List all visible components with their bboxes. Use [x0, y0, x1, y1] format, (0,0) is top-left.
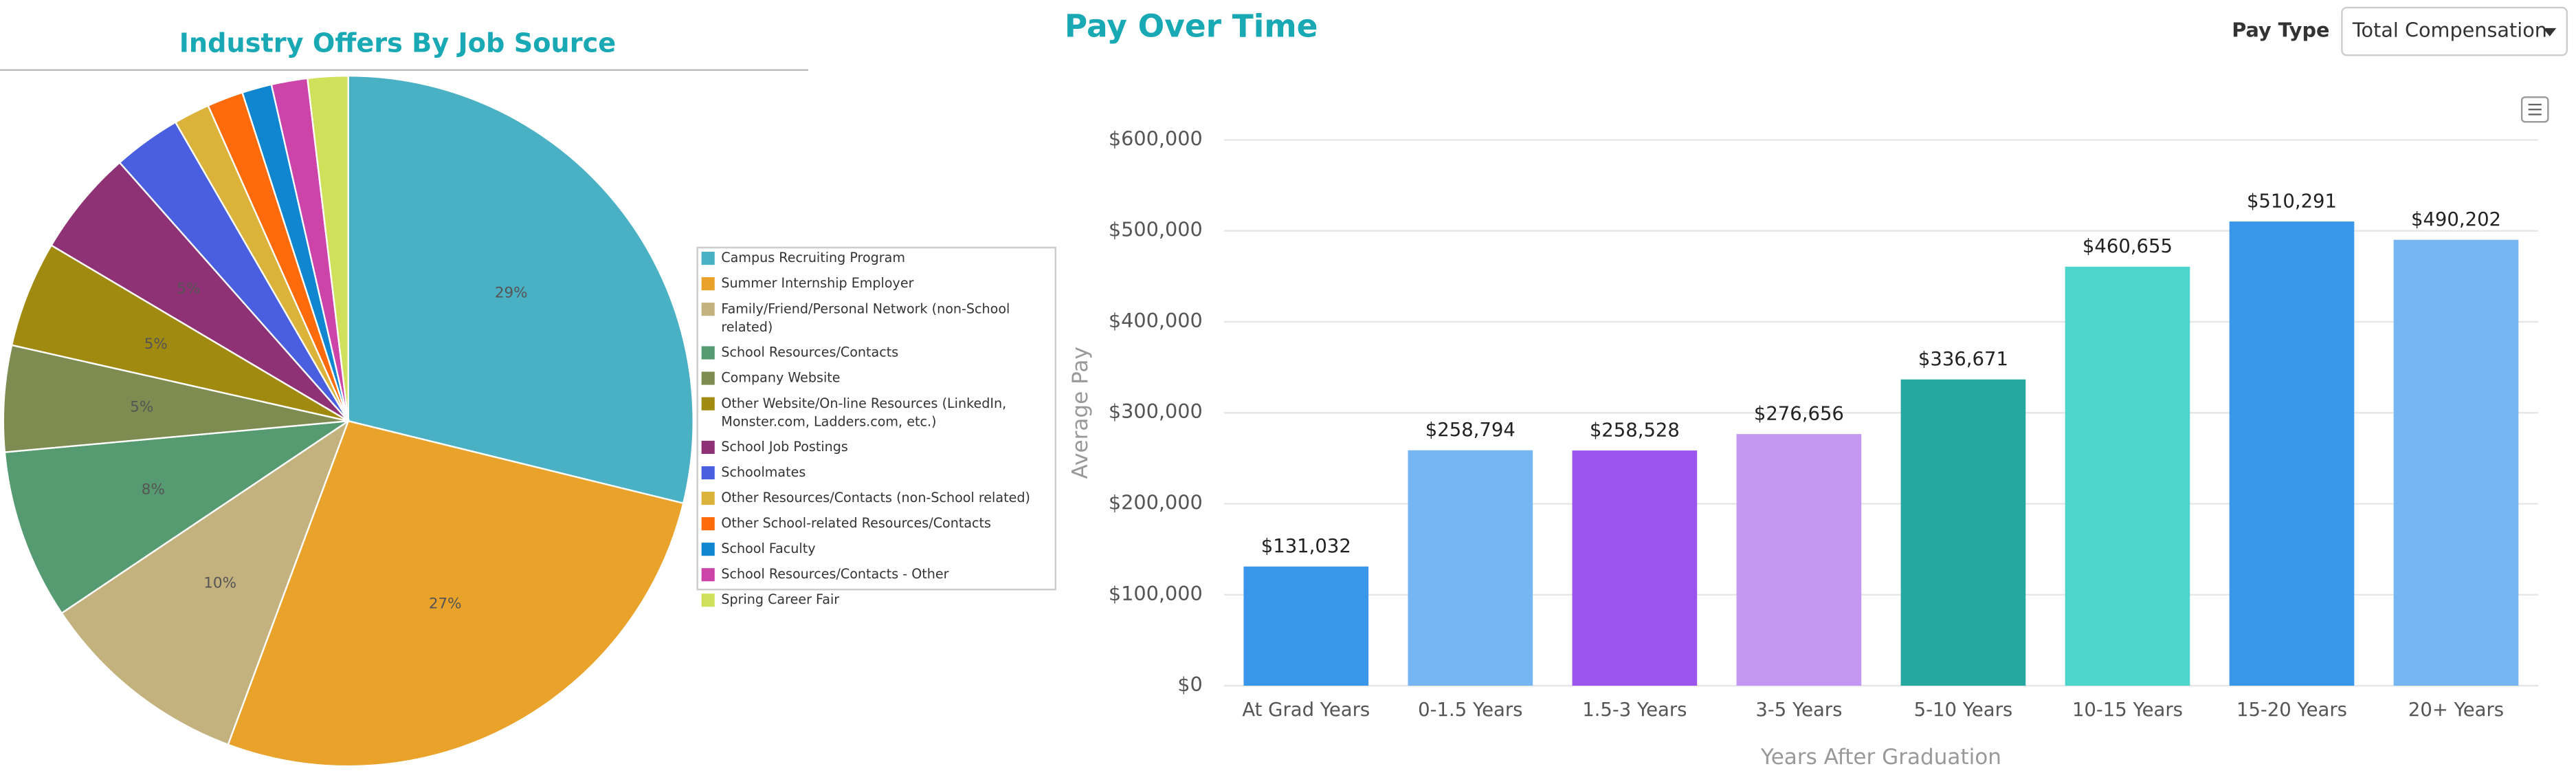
legend-label: Company Website — [721, 370, 840, 386]
slice-label: 27% — [429, 595, 462, 612]
legend-swatch — [701, 543, 715, 556]
x-tick-label: 10-15 Years — [2072, 699, 2183, 721]
legend-swatch — [701, 303, 715, 316]
legend-label: Spring Career Fair — [721, 591, 839, 607]
x-tick-label: At Grad Years — [1242, 699, 1370, 721]
legend-label: School Job Postings — [721, 439, 848, 455]
bar — [1900, 379, 2026, 686]
legend-swatch — [701, 517, 715, 531]
slice-label: 29% — [495, 284, 528, 301]
bar-value-label: $336,671 — [1918, 348, 2008, 370]
pay-type-label: Pay Type — [2232, 19, 2329, 42]
pie-slice — [50, 161, 349, 422]
legend-swatch — [701, 251, 715, 265]
pie-slice — [2, 344, 349, 453]
slice-label: 5% — [130, 398, 153, 415]
legend-swatch — [701, 568, 715, 582]
legend-label: School Resources/Contacts — [721, 344, 898, 360]
legend-swatch — [701, 346, 715, 360]
bar-value-label: $131,032 — [1261, 535, 1351, 557]
legend-label: Other School-related Resources/Contacts — [721, 515, 991, 531]
legend-label: Other Website/On-line Resources (LinkedI… — [721, 395, 1010, 429]
x-axis-title: Years After Graduation — [1760, 745, 2001, 770]
x-tick-label: 5-10 Years — [1914, 699, 2013, 721]
bar — [1243, 566, 1369, 686]
legend-label: School Resources/Contacts - Other — [721, 566, 948, 582]
legend-swatch — [701, 371, 715, 385]
bar-title: Pay Over Time — [1065, 8, 1318, 44]
bar — [2229, 221, 2355, 686]
legend-label: Other Resources/Contacts (non-School rel… — [721, 490, 1030, 505]
bar — [1408, 450, 1533, 686]
menu-lines[interactable] — [2528, 103, 2542, 116]
legend-label: Schoolmates — [721, 464, 806, 480]
pie-slice — [3, 420, 349, 615]
pie-slice — [60, 419, 351, 746]
bar — [1736, 434, 1862, 686]
x-tick-label: 20+ Years — [2408, 699, 2504, 721]
legend-label: School Faculty — [721, 541, 815, 556]
bar-value-label: $460,655 — [2083, 235, 2173, 257]
y-tick-label: $400,000 — [1109, 309, 1203, 332]
bar-value-label: $276,656 — [1754, 402, 1844, 424]
x-tick-label: 15-20 Years — [2236, 699, 2347, 721]
y-tick-label: $200,000 — [1109, 491, 1203, 514]
bar — [2065, 266, 2190, 686]
dropdown-box[interactable] — [2341, 6, 2568, 56]
y-tick-label: $100,000 — [1109, 582, 1203, 605]
pie-slice — [347, 75, 694, 505]
bar-value-label: $258,528 — [1590, 419, 1680, 441]
bar — [1572, 450, 1698, 686]
y-axis-title: Average Pay — [1068, 347, 1093, 479]
bar-value-label: $258,794 — [1425, 419, 1515, 441]
legend-label: Campus Recruiting Program — [721, 250, 905, 265]
slice-label: 5% — [177, 280, 200, 297]
legend-swatch — [701, 277, 715, 291]
x-tick-label: 1.5-3 Years — [1582, 699, 1687, 721]
legend-box — [696, 246, 1056, 591]
pie-title: Industry Offers By Job Source — [179, 28, 617, 58]
slice-label: 5% — [144, 336, 168, 353]
legend-swatch — [701, 466, 715, 480]
pay-type-dropdown[interactable]: Total Compensation — [2341, 6, 2568, 56]
y-tick-label: $600,000 — [1109, 127, 1203, 150]
pie-slice — [306, 75, 349, 422]
pie-slice — [10, 244, 349, 422]
chart-menu[interactable] — [2520, 96, 2549, 123]
x-tick-label: 3-5 Years — [1755, 699, 1842, 721]
dropdown-value[interactable]: Total Compensation — [2352, 19, 2547, 42]
dropdown-caret[interactable] — [2543, 28, 2557, 36]
legend-label: Family/Friend/Personal Network (non-Scho… — [721, 301, 1014, 334]
x-tick-label: 0-1.5 Years — [1418, 699, 1522, 721]
pie-slice — [227, 420, 685, 767]
legend-swatch — [701, 397, 715, 411]
bar-value-label: $510,291 — [2247, 190, 2337, 212]
bar-value-label: $490,202 — [2411, 208, 2501, 230]
y-tick-label: $500,000 — [1109, 218, 1203, 241]
slice-label: 8% — [142, 481, 165, 499]
legend-swatch — [701, 440, 715, 455]
legend-swatch — [701, 491, 715, 505]
y-tick-label: $300,000 — [1109, 400, 1203, 423]
legend-label: Summer Internship Employer — [721, 275, 913, 291]
bar — [2393, 239, 2519, 686]
legend-swatch — [701, 594, 715, 607]
slice-label: 10% — [203, 575, 236, 592]
y-tick-label: $0 — [1177, 673, 1202, 696]
